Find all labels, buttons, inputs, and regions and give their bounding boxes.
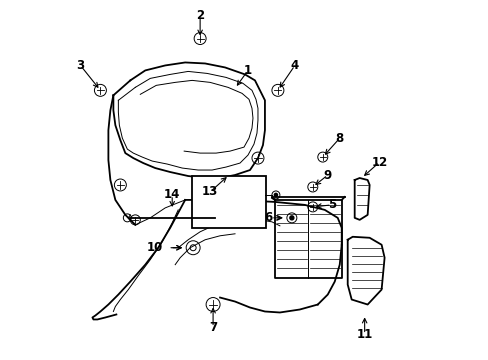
Text: 7: 7 (208, 321, 217, 334)
Text: 4: 4 (290, 59, 298, 72)
Circle shape (289, 216, 293, 220)
Text: 6: 6 (263, 211, 271, 224)
Text: 13: 13 (202, 185, 218, 198)
Text: 3: 3 (76, 59, 84, 72)
Text: 2: 2 (196, 9, 204, 22)
Text: 10: 10 (147, 241, 163, 254)
FancyBboxPatch shape (192, 176, 265, 228)
Text: 1: 1 (244, 64, 251, 77)
Text: 9: 9 (323, 168, 331, 181)
Text: 5: 5 (327, 198, 335, 211)
Text: 14: 14 (163, 188, 180, 202)
Text: 8: 8 (335, 132, 343, 145)
Text: 11: 11 (356, 328, 372, 341)
Circle shape (274, 193, 277, 197)
Text: 12: 12 (371, 156, 387, 168)
